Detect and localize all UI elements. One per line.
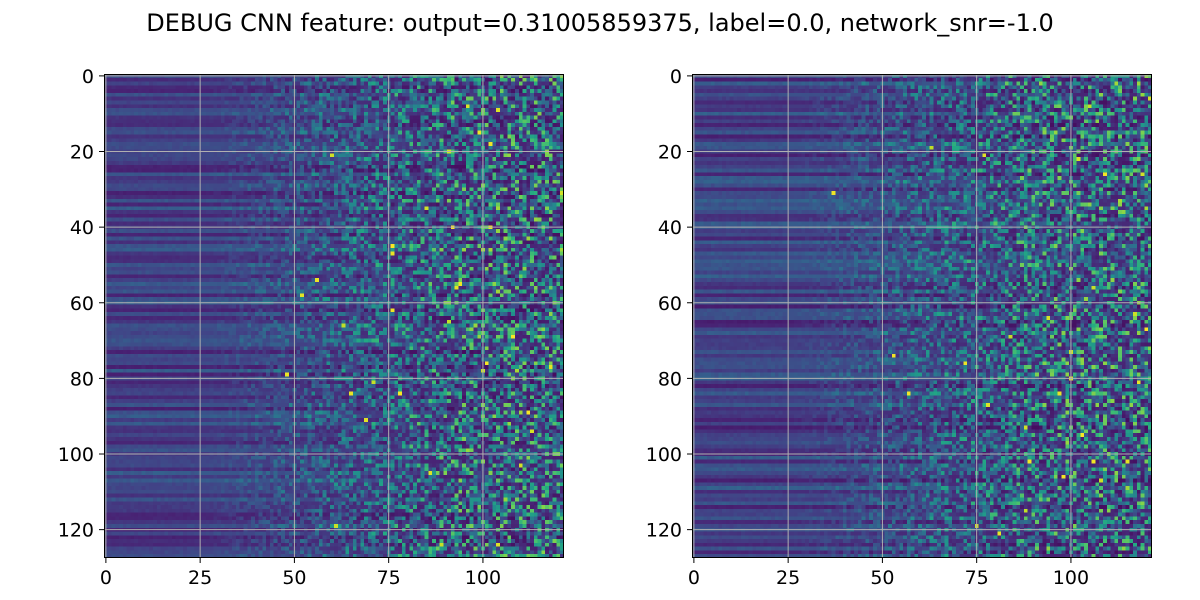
heatmap-image-right (692, 74, 1152, 558)
axes-frame (104, 74, 564, 558)
axes-frame (692, 74, 1152, 558)
x-tick-label: 100 (1053, 567, 1089, 589)
y-tick-label: 40 (658, 217, 682, 239)
heatmap-panel-left: 0 25 50 75 100 0 20 40 60 80 100 120 (58, 66, 564, 589)
x-tick-label: 75 (377, 567, 401, 589)
x-tick-label: 25 (188, 567, 212, 589)
axes-left: 0 25 50 75 100 0 20 40 60 80 100 120 (58, 66, 564, 589)
axes-right: 0 25 50 75 100 0 20 40 60 80 100 120 (646, 66, 1152, 589)
heatmap-image-left (104, 74, 564, 558)
y-tick-label: 80 (70, 368, 94, 390)
y-tick-label: 120 (646, 520, 682, 542)
x-tick-label: 100 (465, 567, 501, 589)
y-tick-label: 0 (670, 66, 682, 88)
x-tick-label: 50 (282, 567, 306, 589)
x-tick-label: 75 (965, 567, 989, 589)
y-tick-label: 60 (658, 293, 682, 315)
figure-title: DEBUG CNN feature: output=0.31005859375,… (146, 9, 1054, 37)
x-tick-label: 0 (100, 567, 112, 589)
y-tick-label: 20 (70, 142, 94, 164)
y-tick-label: 0 (82, 66, 94, 88)
y-tick-label: 120 (58, 520, 94, 542)
x-tick-label: 50 (870, 567, 894, 589)
y-tick-label: 100 (58, 444, 94, 466)
x-tick-label: 25 (776, 567, 800, 589)
y-tick-label: 40 (70, 217, 94, 239)
y-tick-label: 80 (658, 368, 682, 390)
y-tick-label: 20 (658, 142, 682, 164)
y-tick-label: 60 (70, 293, 94, 315)
x-tick-label: 0 (688, 567, 700, 589)
y-tick-label: 100 (646, 444, 682, 466)
heatmap-panel-right: 0 25 50 75 100 0 20 40 60 80 100 120 (646, 66, 1152, 589)
